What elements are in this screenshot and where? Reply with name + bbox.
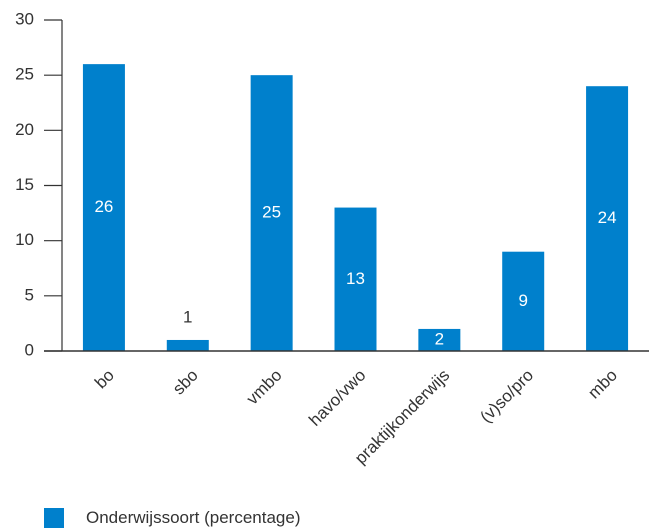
bar-value-label: 2 bbox=[435, 329, 444, 348]
bar-value-label: 25 bbox=[262, 203, 281, 222]
bar-labels-group: 26 1 25 13 2 9 24 bbox=[94, 197, 616, 348]
bar bbox=[418, 328, 461, 351]
y-tick-label: 15 bbox=[15, 175, 34, 194]
bar bbox=[334, 207, 377, 351]
bar-value-label: 26 bbox=[94, 197, 113, 216]
bar-value-label: 13 bbox=[346, 269, 365, 288]
legend: Onderwijssoort (percentage) bbox=[44, 505, 300, 531]
bar-value-label: 1 bbox=[183, 307, 192, 326]
y-tick-label: 10 bbox=[15, 230, 34, 249]
bar bbox=[250, 75, 293, 352]
bar bbox=[82, 64, 125, 351]
y-tick-label: 0 bbox=[25, 340, 34, 359]
bar bbox=[502, 251, 545, 351]
bar-chart: 0 5 10 15 20 25 30 26 1 25 13 2 9 24 bo sbo vmbo havo/v… bbox=[15, 9, 649, 468]
bar bbox=[166, 339, 209, 351]
x-tick-label: mbo bbox=[584, 366, 621, 403]
y-tick-label: 20 bbox=[15, 120, 34, 139]
x-tick-label: sbo bbox=[169, 366, 202, 399]
bar-value-label: 9 bbox=[518, 291, 527, 310]
x-tick-label: (v)so/pro bbox=[476, 366, 537, 427]
x-tick-label: bo bbox=[91, 366, 118, 393]
legend-swatch bbox=[44, 508, 64, 528]
y-tick-label: 25 bbox=[15, 65, 34, 84]
bar-value-label: 24 bbox=[598, 208, 617, 227]
bar bbox=[586, 86, 629, 351]
legend-label: Onderwijssoort (percentage) bbox=[86, 508, 301, 527]
bars-group bbox=[82, 64, 629, 352]
y-tick-label: 5 bbox=[25, 285, 34, 304]
x-tick-label: vmbo bbox=[243, 366, 286, 409]
x-tick-label: havo/vwo bbox=[305, 366, 369, 430]
y-tick-label: 30 bbox=[15, 9, 34, 28]
y-axis: 0 5 10 15 20 25 30 bbox=[15, 9, 63, 359]
